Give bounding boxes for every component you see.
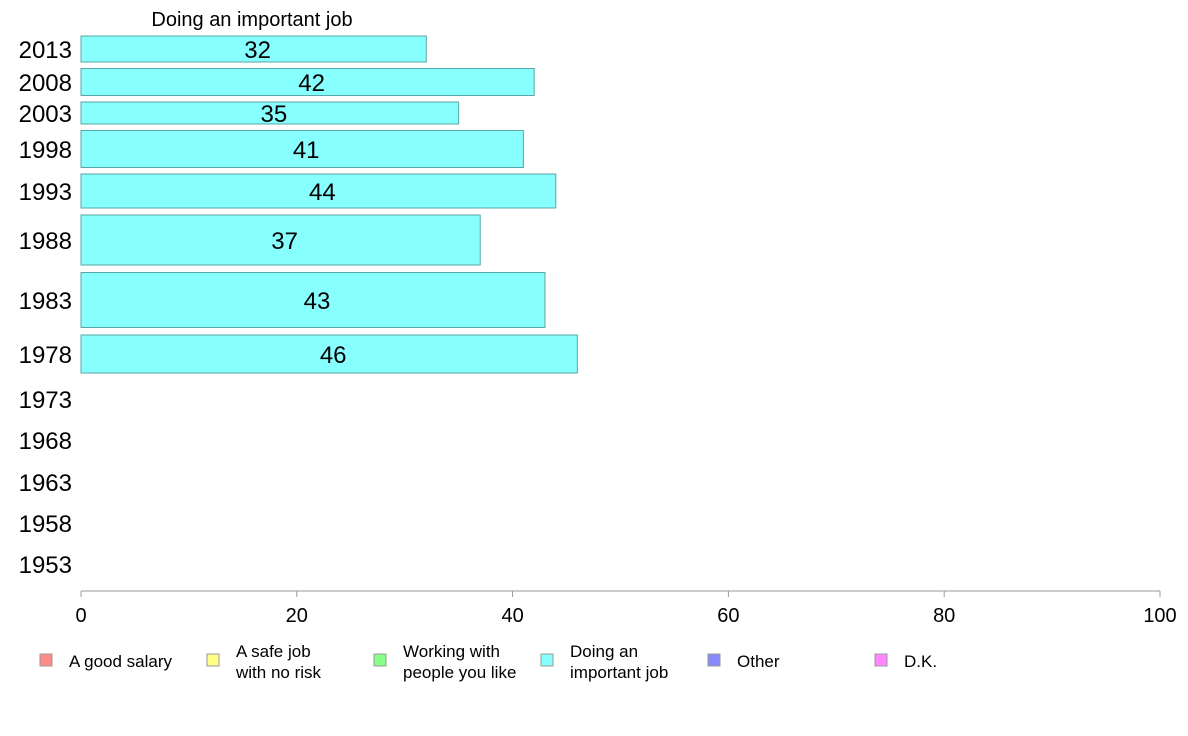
legend-label: D.K.	[904, 652, 937, 671]
year-label-1978: 1978	[19, 342, 72, 369]
bar-2003	[80, 101, 460, 125]
year-label-1968: 1968	[19, 428, 72, 455]
year-label-2008: 2008	[19, 70, 72, 97]
bar-label-2013: 32	[244, 37, 271, 64]
legend-swatch	[39, 653, 53, 667]
year-label-1973: 1973	[19, 387, 72, 414]
bar-1993	[80, 173, 557, 209]
legend-label: A good salary	[69, 652, 173, 671]
bar-label-1978: 46	[320, 342, 347, 369]
bar-2013	[80, 35, 427, 63]
legend-item-1: A good salary	[39, 652, 173, 671]
year-label-1953: 1953	[19, 552, 72, 579]
year-label-2013: 2013	[19, 37, 72, 64]
year-label-1998: 1998	[19, 137, 72, 164]
legend-label: A safe job	[236, 642, 311, 661]
x-tick-label-0: 0	[75, 605, 86, 627]
bar-label-2003: 35	[260, 101, 287, 128]
legend-label: with no risk	[235, 663, 322, 682]
legend-label: Other	[737, 652, 780, 671]
year-labels: 2013 2008 2003 1998 1993 1988 1983 1978 1973 1968…	[19, 37, 72, 579]
legend-swatch	[707, 653, 721, 667]
legend-item-2: A safe job with no risk	[206, 642, 322, 682]
year-label-1958: 1958	[19, 511, 72, 538]
x-tick-label-80: 80	[933, 605, 955, 627]
bar-label-2008: 42	[298, 70, 325, 97]
legend-swatch	[540, 653, 554, 667]
bar-label-1988: 37	[271, 228, 298, 255]
legend-item-5: Other	[707, 652, 780, 671]
year-label-1993: 1993	[19, 179, 72, 206]
bar-label-1998: 41	[293, 137, 320, 164]
legend-label: important job	[570, 663, 668, 682]
year-label-1983: 1983	[19, 288, 72, 315]
year-label-1963: 1963	[19, 470, 72, 497]
legend-label: people you like	[403, 663, 516, 682]
legend-swatch	[373, 653, 387, 667]
legend-label: Doing an	[570, 642, 638, 661]
bar-2008	[80, 68, 535, 96]
legend-item-4: Doing an important job	[540, 642, 668, 682]
x-tick-label-60: 60	[717, 605, 739, 627]
chart-title: Doing an important job	[151, 9, 352, 31]
legend: A good salary A safe job with no risk Worki…	[39, 642, 937, 682]
bar-1983	[80, 272, 546, 328]
year-label-1988: 1988	[19, 228, 72, 255]
x-tick-label-20: 20	[286, 605, 308, 627]
legend-item-6: D.K.	[874, 652, 937, 671]
bar-label-1983: 43	[304, 288, 331, 315]
legend-item-3: Working with people you like	[373, 642, 516, 682]
bar-1998	[80, 130, 524, 168]
bar-label-1993: 44	[309, 179, 336, 206]
x-axis: 0 20 40 60 80 100	[75, 590, 1177, 627]
bar-1988	[80, 214, 481, 266]
legend-label: Working with	[403, 642, 500, 661]
bar-1978	[80, 334, 578, 374]
legend-swatch	[874, 653, 888, 667]
legend-swatch	[206, 653, 220, 667]
x-tick-label-40: 40	[501, 605, 523, 627]
year-label-2003: 2003	[19, 101, 72, 128]
x-tick-label-100: 100	[1143, 605, 1176, 627]
